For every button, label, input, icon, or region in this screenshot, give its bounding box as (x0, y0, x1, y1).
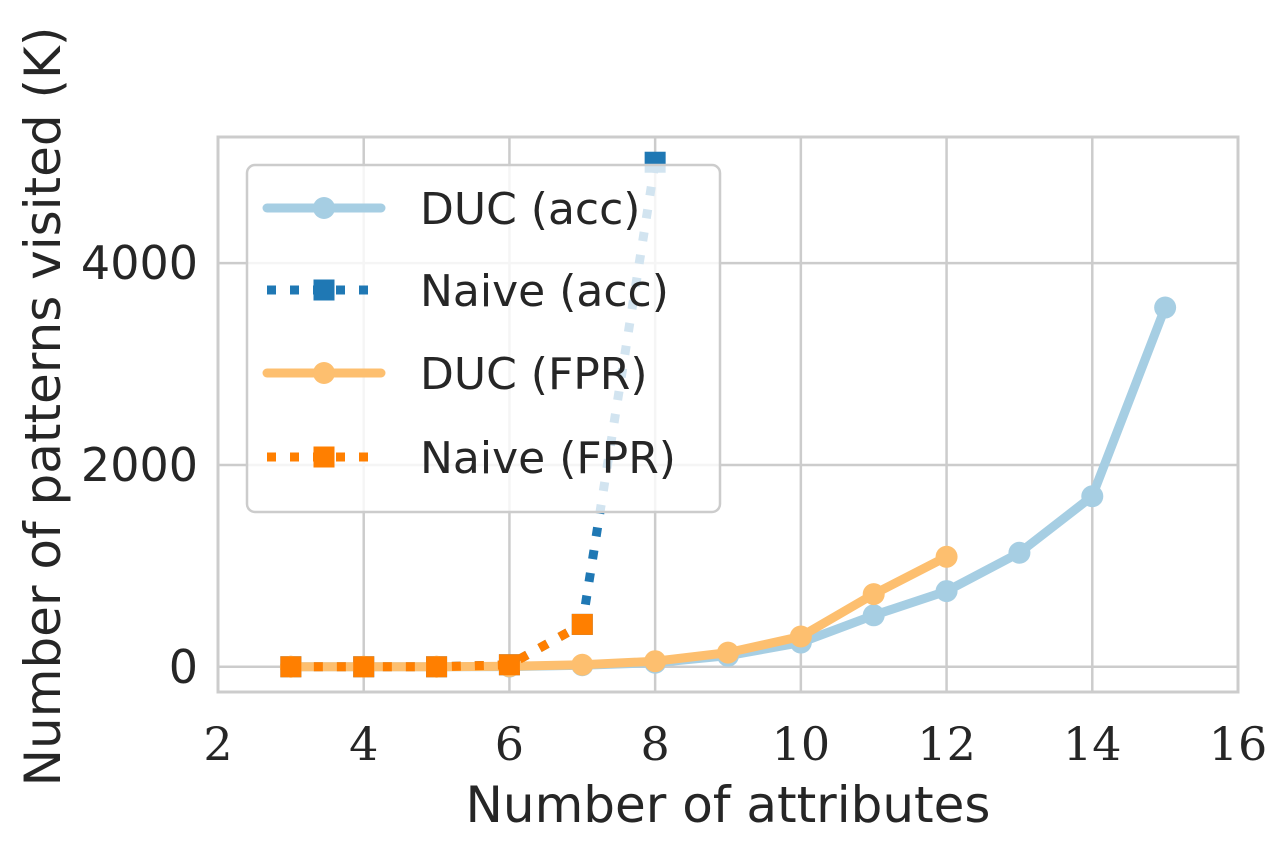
y-axis-label: Number of patterns visited (K) (14, 27, 72, 787)
data-point (353, 656, 375, 678)
x-tick-label: 4 (349, 717, 378, 771)
legend-box (245, 163, 722, 514)
data-point (1154, 296, 1177, 319)
series-line-duc-fpr (286, 552, 952, 672)
x-tick-label: 2 (203, 717, 232, 771)
data-point (426, 656, 448, 678)
x-tick-label: 12 (917, 717, 976, 771)
legend-marker-duc-fpr (313, 362, 335, 384)
legend-label-duc-fpr: DUC (FPR) (420, 349, 648, 400)
y-tick-label: 4000 (81, 236, 198, 290)
data-point (1081, 485, 1104, 508)
data-point (644, 650, 667, 673)
plot-frame (216, 135, 1240, 694)
data-point (935, 545, 958, 568)
x-tick-label: 6 (495, 717, 524, 771)
x-tick-label: 10 (772, 717, 831, 771)
y-tick-label: 2000 (81, 438, 198, 492)
data-point (717, 641, 739, 664)
y-tick-label: 0 (169, 640, 198, 694)
legend-label-naive-acc: Naive (acc) (420, 266, 669, 317)
x-axis-label: Number of attributes (466, 776, 991, 834)
series-duc-fpr (279, 545, 958, 678)
legend-label-naive-fpr: Naive (FPR) (420, 433, 676, 484)
series-layer (279, 151, 1177, 678)
x-axis-ticks: 2 4 6 8 10 12 14 16 (203, 717, 1267, 771)
data-point (862, 583, 885, 606)
data-point (789, 625, 812, 648)
legend-marker-naive-acc (313, 279, 335, 301)
data-point (862, 604, 885, 627)
data-point (935, 580, 958, 603)
data-point (280, 656, 302, 678)
x-tick-label: 14 (1063, 717, 1122, 771)
legend-label-duc-acc: DUC (acc) (420, 184, 640, 235)
data-point (498, 654, 520, 676)
legend: DUC (acc) Naive (acc) DUC (FPR) Naive (FPR) (245, 163, 722, 514)
x-tick-label: 16 (1209, 717, 1268, 771)
legend-marker-duc-acc (313, 197, 335, 219)
series-naive-fpr (280, 613, 593, 678)
data-point (571, 653, 594, 676)
data-point (1008, 541, 1031, 564)
data-point (571, 613, 593, 635)
x-tick-label: 8 (641, 717, 670, 771)
legend-marker-naive-fpr (313, 446, 335, 468)
y-axis-ticks: 0 2000 4000 (81, 236, 198, 694)
